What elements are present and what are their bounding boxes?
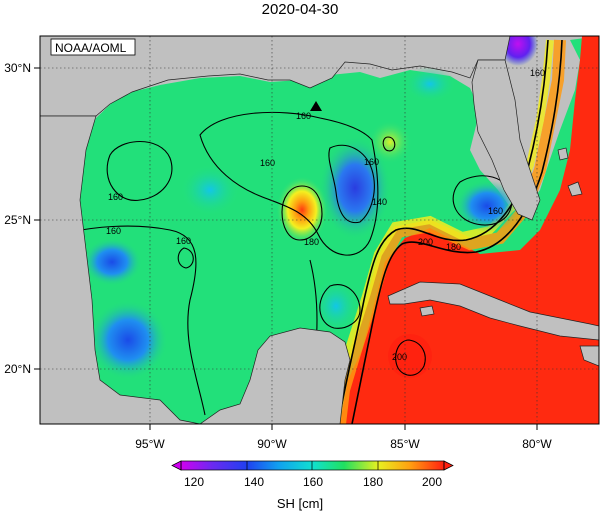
- lat-tick-label: 25°N: [4, 213, 31, 227]
- colorbar-tick-label: 180: [363, 475, 383, 489]
- cool-area-central: [180, 164, 240, 216]
- contour-label: 160: [296, 111, 311, 121]
- bahamas-1: [557, 147, 569, 161]
- map-title: 2020-04-30: [261, 1, 339, 18]
- warm-orange-band: [334, 39, 566, 424]
- colorbar-gradient: [180, 460, 445, 471]
- credit-box: NOAA/AOML: [50, 38, 136, 56]
- lon-tick-label: 80°W: [522, 437, 552, 451]
- tick-marks: [34, 67, 538, 430]
- us-gulf-coast: [40, 36, 511, 117]
- contour-label: 160: [260, 158, 275, 168]
- cuba: [387, 281, 599, 341]
- mexico-coast: [40, 115, 201, 424]
- contour-label-group: 160 160 160 160 160 160 160 180 140 180 …: [106, 68, 545, 362]
- lat-tick-label: 30°N: [4, 61, 31, 75]
- isle-of-youth: [419, 305, 435, 317]
- contour-label: 160: [176, 236, 191, 246]
- credit-label: NOAA/AOML: [55, 41, 127, 55]
- triangle-icon: [310, 101, 322, 111]
- contour-label: 200: [418, 237, 433, 247]
- land-shapes: [40, 36, 599, 424]
- contour-label: 160: [108, 192, 123, 202]
- contour-label: 160: [364, 157, 379, 167]
- bahamas-2: [567, 181, 583, 197]
- map-frame: [39, 35, 600, 425]
- contour-label: 140: [372, 197, 387, 207]
- cyclonic-eddy-west: [88, 300, 168, 380]
- cyclonic-eddy-nw: [82, 238, 142, 286]
- colorbar-min-arrow: [171, 460, 182, 471]
- contour-label: 160: [106, 226, 121, 236]
- contour-label: 160: [488, 206, 503, 216]
- colorbar-tick-label: 140: [244, 475, 264, 489]
- cyclonic-eddy-center: [319, 136, 391, 240]
- lat-tick-label: 20°N: [4, 362, 31, 376]
- lon-tick-label: 85°W: [390, 437, 420, 451]
- gridlines: [40, 36, 599, 424]
- colorbar: 120 140 160 180 200: [171, 460, 454, 489]
- lon-tick-label: 95°W: [135, 437, 165, 451]
- colorbar-tick-label: 160: [303, 475, 323, 489]
- contour-label: 160: [530, 68, 545, 78]
- contour-label: 180: [446, 242, 461, 252]
- warm-yellow-band: [330, 39, 554, 424]
- colorbar-tick-label: 200: [422, 475, 442, 489]
- lon-tick-label: 90°W: [257, 437, 287, 451]
- warm-area-north: [368, 120, 412, 164]
- cool-area-north: [404, 66, 456, 102]
- anticyclonic-eddy: [276, 176, 328, 244]
- colorbar-tick-label: 120: [184, 475, 204, 489]
- florida-peninsula: [471, 59, 541, 221]
- contour-label: 200: [392, 352, 407, 362]
- contour-label: 180: [304, 237, 319, 247]
- yucatan-peninsula: [199, 327, 351, 424]
- colorbar-title: SH [cm]: [276, 496, 324, 511]
- hispaniola-tip: [579, 345, 599, 367]
- cool-area-south: [312, 278, 360, 334]
- colorbar-max-arrow: [443, 460, 454, 471]
